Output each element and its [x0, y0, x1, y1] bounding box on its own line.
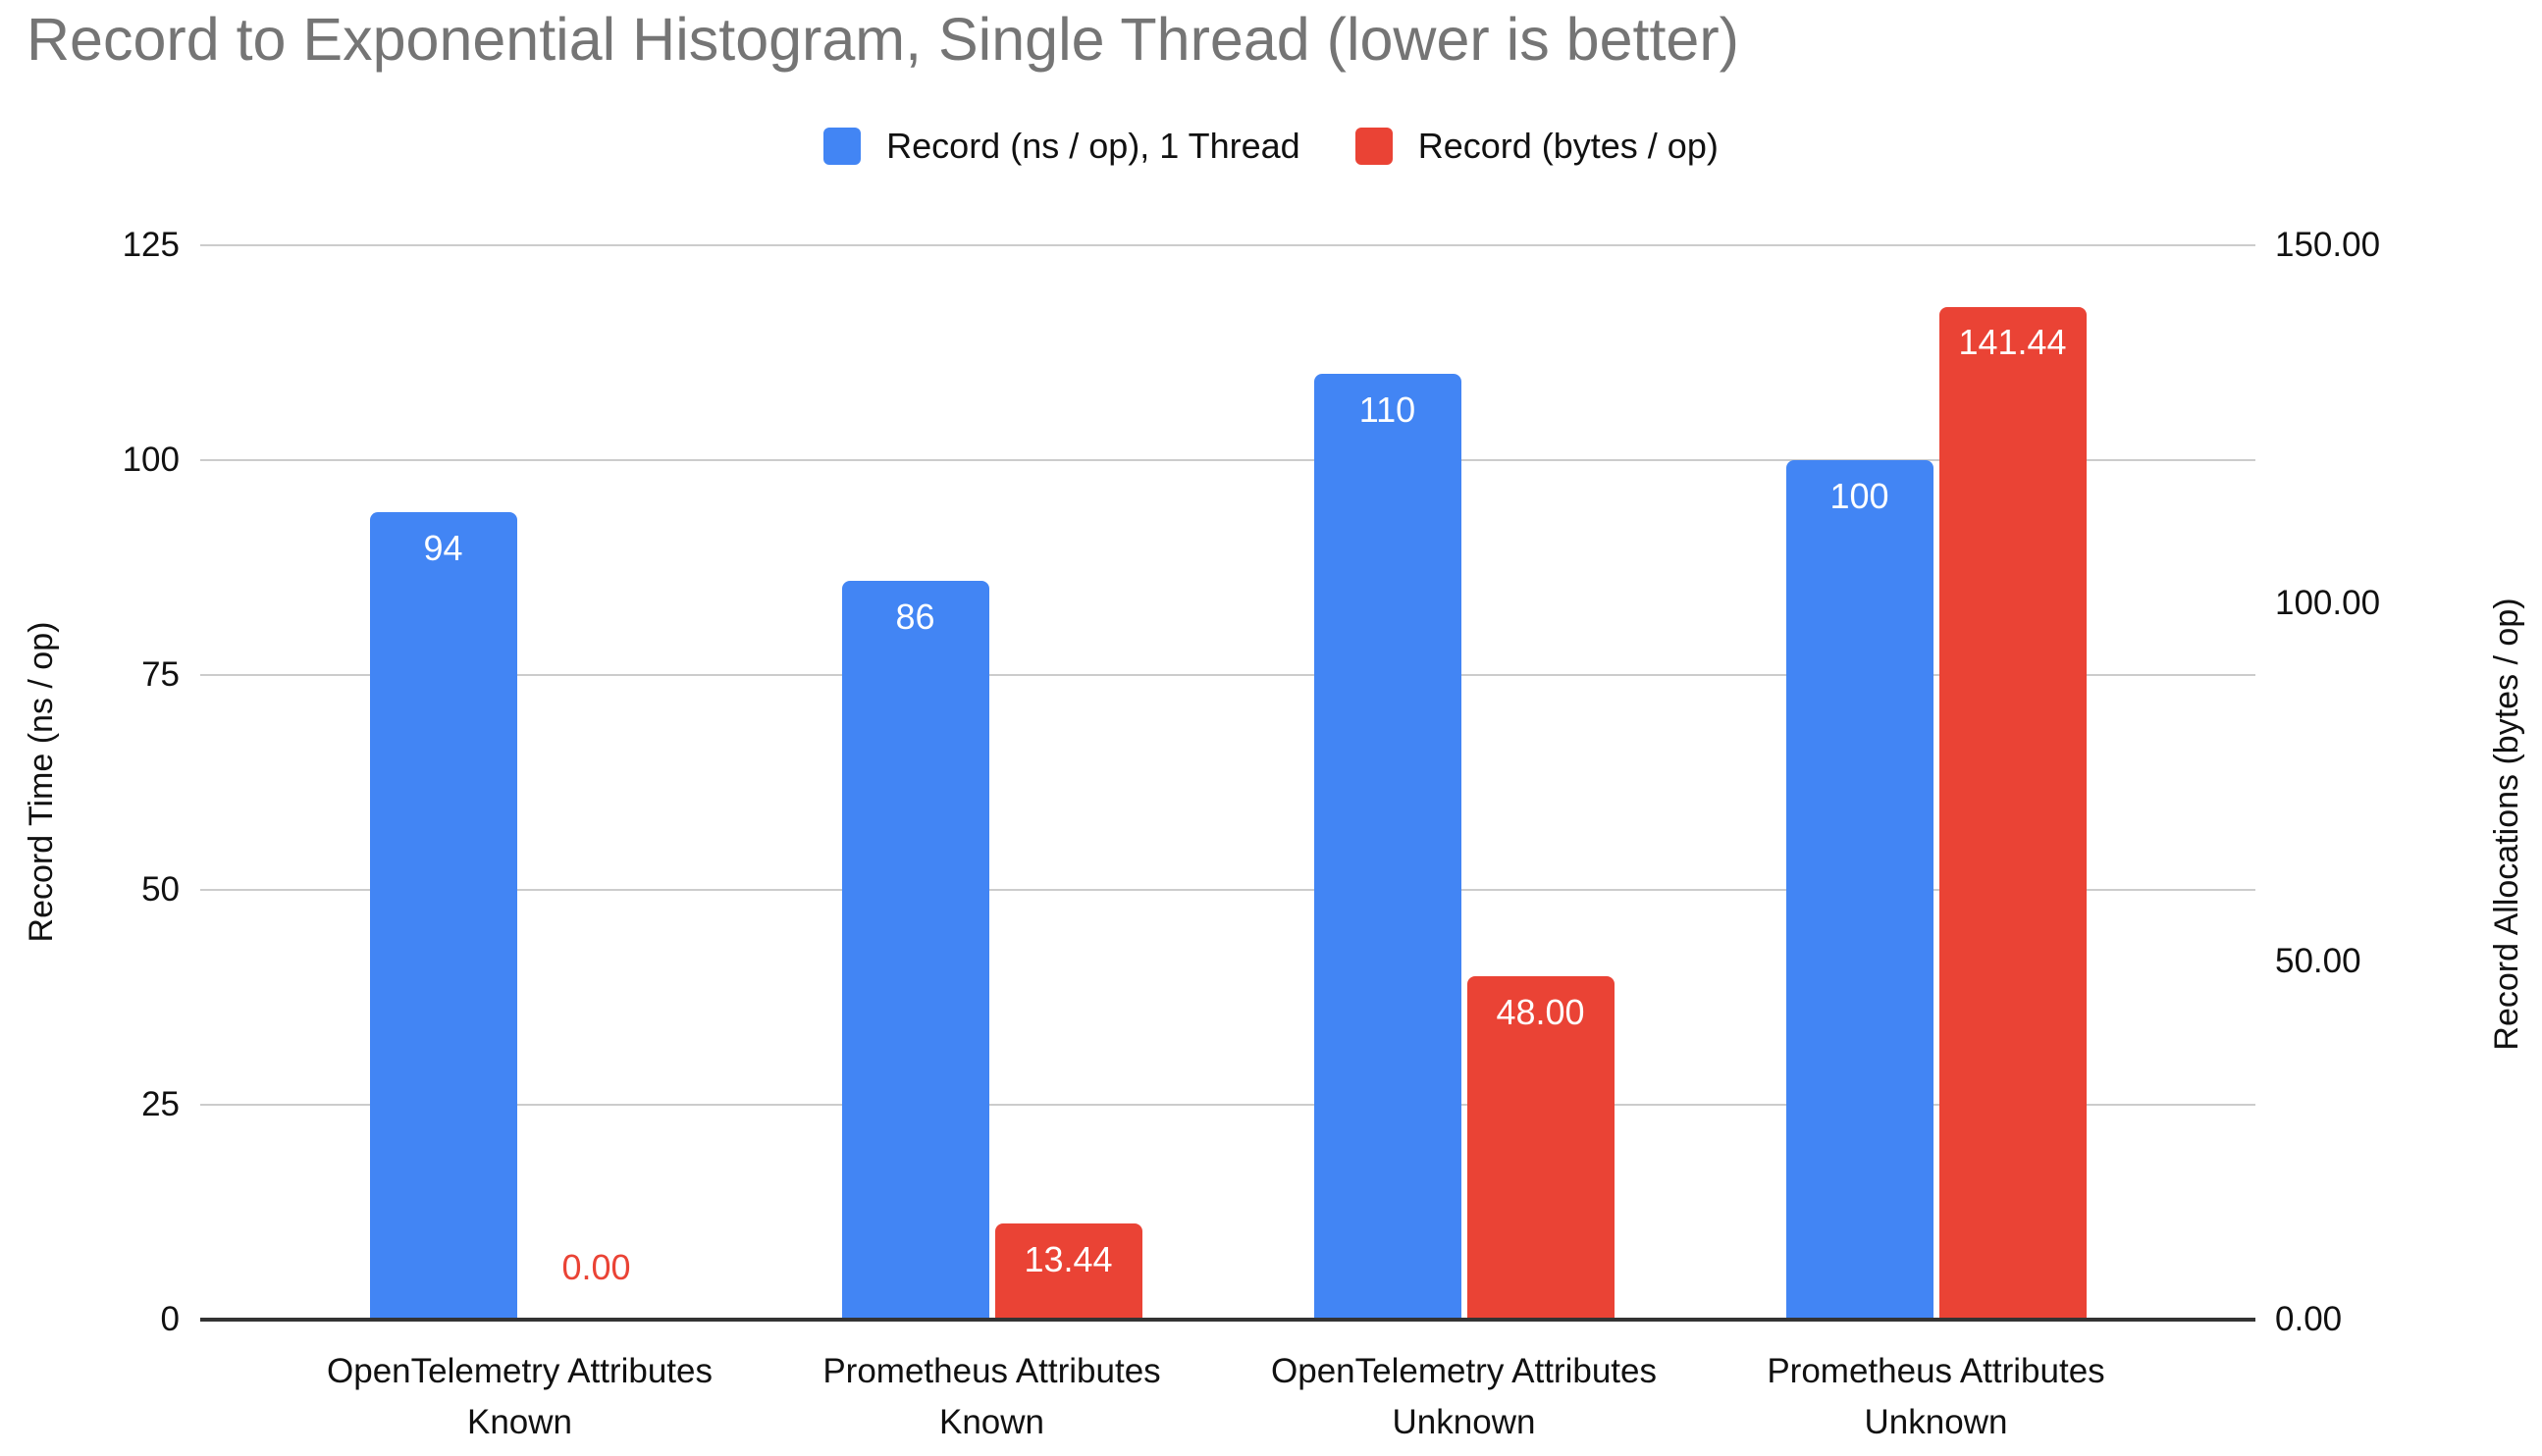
bar-value-label: 100	[1829, 476, 1889, 516]
legend-swatch-icon	[1354, 128, 1393, 165]
category-label-line: OpenTelemetry Attributes	[327, 1352, 713, 1390]
bar-value-label: 0.00	[561, 1247, 631, 1287]
category-label-line: Prometheus Attributes	[1767, 1352, 2105, 1390]
category-label-line: Known	[466, 1403, 573, 1441]
right-tick-100.00: 100.00	[2275, 584, 2381, 622]
category-label-1: Prometheus Attributes Known	[737, 1346, 1247, 1448]
legend-item-1: Record (bytes / op)	[1354, 126, 1719, 167]
bar-value-label: 48.00	[1496, 991, 1585, 1032]
left-axis-title: Record Time (ns / op)	[23, 621, 60, 943]
legend: Record (ns / op), 1 Thread Record (bytes …	[0, 126, 2542, 167]
legend-label: Record (ns / op), 1 Thread	[886, 126, 1300, 166]
category-label-line: Unknown	[1864, 1403, 2008, 1441]
legend-item-0: Record (ns / op), 1 Thread	[823, 126, 1300, 167]
category-label-line: Known	[938, 1403, 1045, 1441]
category-label-line: OpenTelemetry Attributes	[1271, 1352, 1657, 1390]
bar-series1-cat3	[1938, 306, 2087, 1320]
category-label-0: OpenTelemetry Attributes Known	[265, 1346, 775, 1448]
right-tick-0.00: 0.00	[2275, 1300, 2343, 1338]
left-tick-75: 75	[141, 655, 180, 694]
left-tick-0: 0	[160, 1300, 180, 1338]
bar-series0-cat2	[1313, 374, 1461, 1320]
bar-series1-cat2	[1466, 975, 1615, 1320]
bar-value-label: 110	[1358, 390, 1416, 431]
gridline	[200, 459, 2255, 461]
bar-series0-cat3	[1785, 460, 1933, 1320]
bar-series0-cat0	[369, 511, 517, 1320]
right-tick-50.00: 50.00	[2275, 942, 2361, 980]
right-tick-150.00: 150.00	[2275, 226, 2381, 264]
right-axis-title: Record Allocations (bytes / op)	[2488, 598, 2525, 1051]
left-tick-25: 25	[141, 1085, 180, 1123]
gridline	[200, 674, 2255, 676]
legend-label: Record (bytes / op)	[1417, 126, 1719, 166]
bar-value-label: 86	[895, 596, 935, 637]
gridline	[200, 244, 2255, 246]
category-label-line: Prometheus Attributes	[822, 1352, 1161, 1390]
bar-series1-cat1	[994, 1222, 1142, 1320]
left-tick-50: 50	[141, 870, 180, 909]
left-tick-100: 100	[122, 441, 180, 479]
bar-series0-cat1	[841, 580, 989, 1320]
category-label-2: OpenTelemetry Attributes Unknown	[1209, 1346, 1720, 1448]
category-label-3: Prometheus Attributes Unknown	[1681, 1346, 2192, 1448]
bar-value-label: 13.44	[1024, 1238, 1113, 1279]
left-tick-125: 125	[122, 226, 180, 264]
x-axis-line	[200, 1318, 2255, 1322]
legend-swatch-icon	[823, 128, 862, 165]
gridline	[200, 889, 2255, 891]
category-label-line: Unknown	[1392, 1403, 1536, 1441]
bar-value-label: 94	[423, 527, 463, 568]
plot-area: 94 86 110 100 0.00 13.44 48.00 141.44	[200, 244, 2255, 1322]
gridline	[200, 1104, 2255, 1106]
chart-title: Record to Exponential Histogram, Single …	[26, 6, 1739, 73]
bar-value-label: 141.44	[1958, 322, 2067, 363]
